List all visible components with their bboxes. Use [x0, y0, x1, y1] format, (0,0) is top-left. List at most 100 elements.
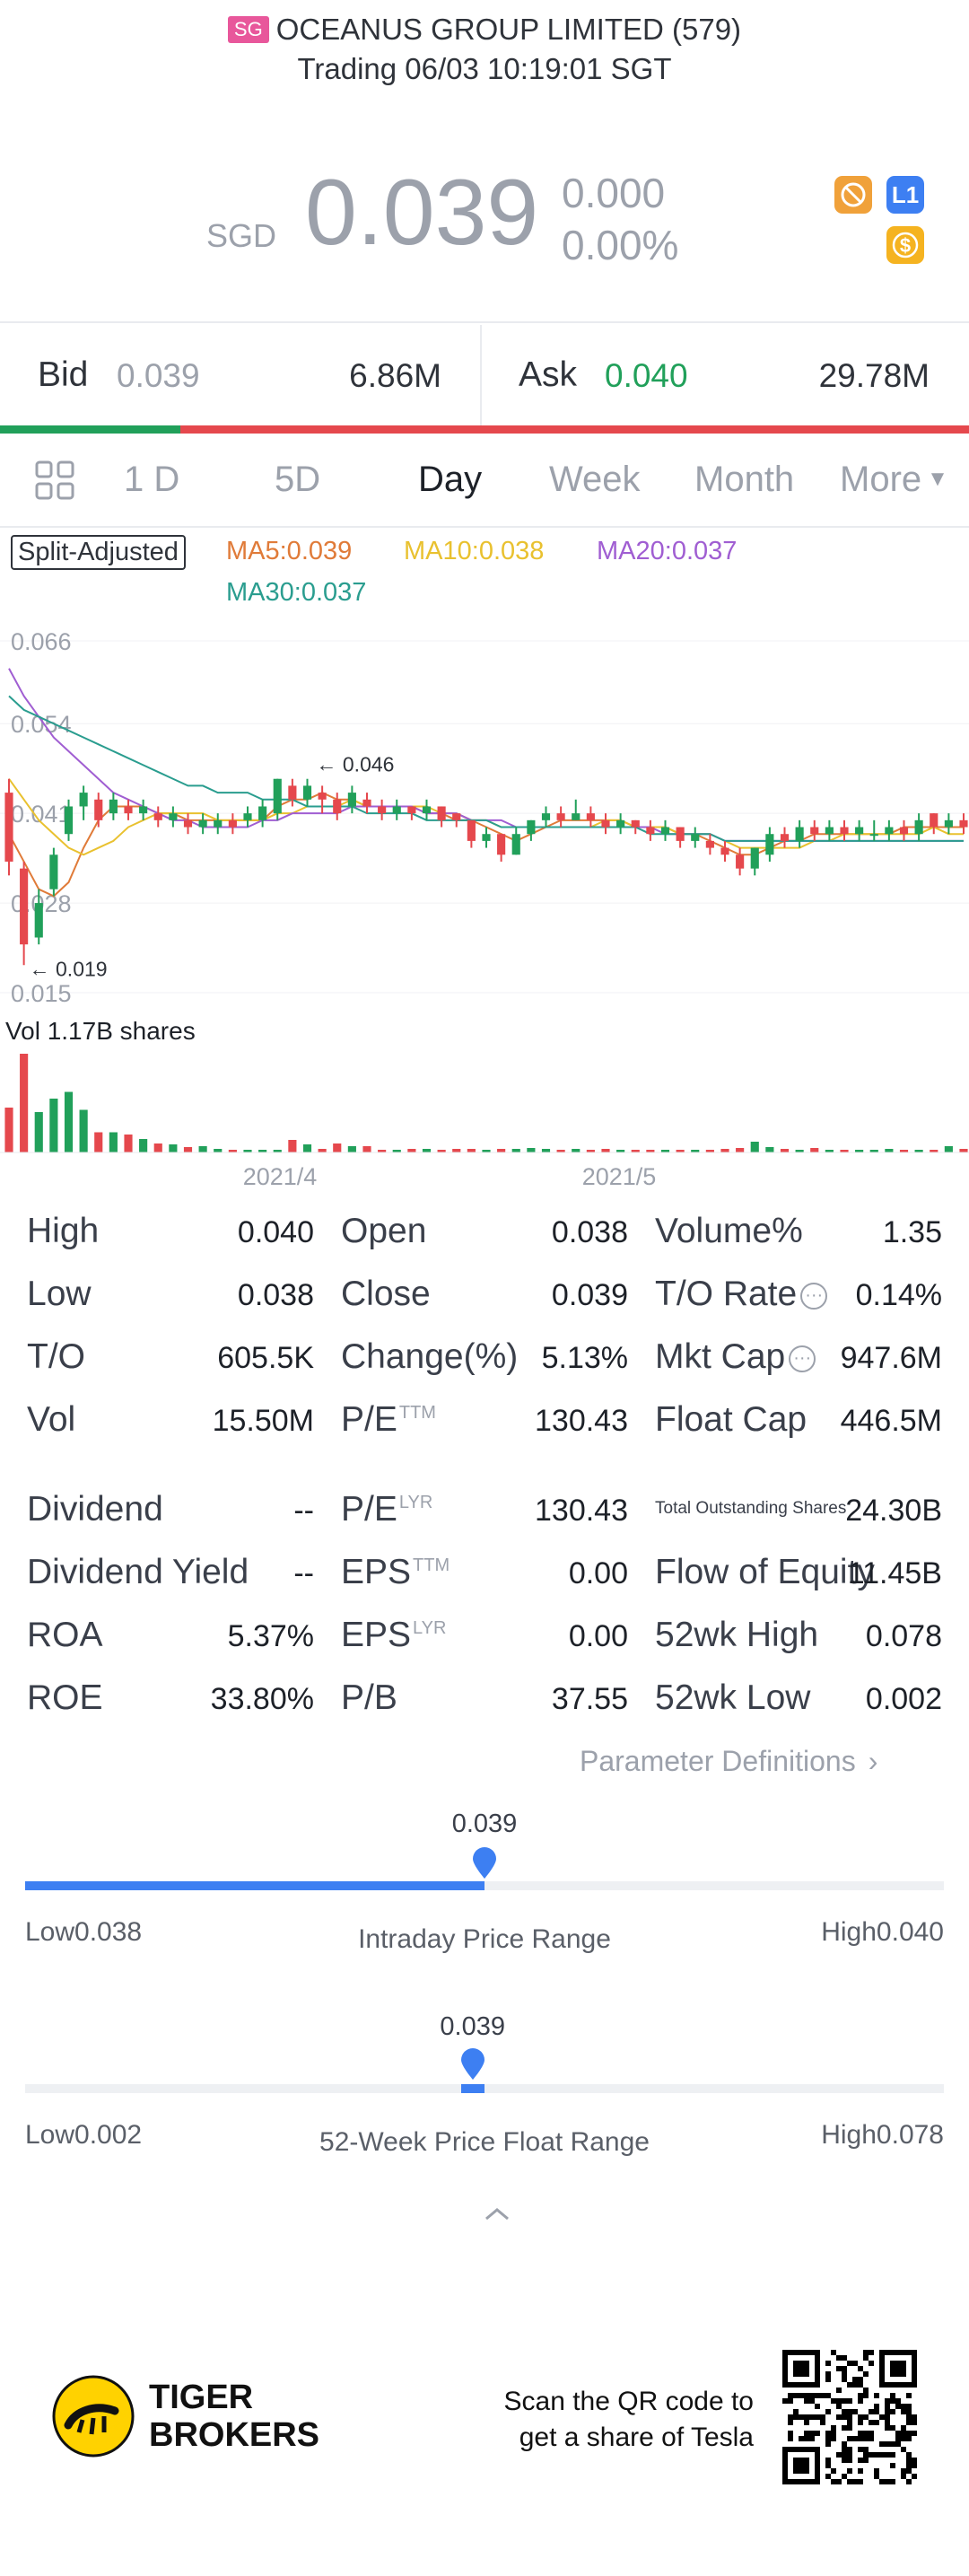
volume-bar — [153, 1143, 162, 1152]
no-shorting-icon[interactable] — [834, 176, 872, 214]
candle-body — [333, 799, 342, 814]
qr-module — [890, 2441, 895, 2447]
ask-label: Ask — [519, 355, 578, 394]
ma30-label: MA30:0.037 — [226, 578, 367, 607]
candle-body — [736, 854, 745, 869]
tab-week[interactable]: Week — [549, 460, 641, 499]
qr-code[interactable] — [782, 2350, 917, 2484]
qr-module — [906, 2436, 912, 2441]
qr-module — [869, 2350, 874, 2355]
qr-module — [825, 2436, 831, 2441]
level1-icon[interactable]: L1 — [886, 176, 924, 214]
low-annotation: ← 0.019 — [30, 957, 108, 980]
qr-module — [869, 2361, 874, 2366]
stat-label: High — [27, 1212, 99, 1251]
qr-module — [901, 2436, 906, 2441]
stat-label: Vol — [27, 1400, 75, 1440]
qr-module — [831, 2431, 836, 2436]
qr-module — [879, 2479, 885, 2484]
qr-module — [863, 2355, 869, 2361]
candle-body — [407, 806, 416, 814]
volume-bar — [347, 1146, 356, 1152]
candle-body — [899, 827, 909, 835]
more-info-icon[interactable]: ··· — [800, 1282, 828, 1310]
tab-month[interactable]: Month — [694, 460, 795, 499]
qr-module — [858, 2377, 863, 2382]
stat-value: 130.43 — [535, 1494, 628, 1528]
more-info-icon[interactable]: ··· — [789, 1345, 816, 1372]
volume-bar — [273, 1150, 282, 1152]
tab-1d[interactable]: 1 D — [124, 460, 180, 499]
tab-day[interactable]: Day — [418, 460, 483, 499]
grid-icon[interactable] — [34, 460, 75, 505]
volume-bar — [378, 1150, 387, 1152]
qr-module — [793, 2414, 799, 2420]
qr-module — [804, 2431, 809, 2436]
split-adjusted-toggle[interactable]: Split-Adjusted — [11, 535, 186, 570]
stat-label-text: P/E — [341, 1400, 397, 1439]
stat-label-text: Dividend — [27, 1490, 163, 1529]
stat-label[interactable]: T/O Rate ··· — [655, 1275, 828, 1314]
volume-bar — [392, 1150, 401, 1152]
market-badge: SG — [227, 16, 269, 43]
tiger-logo-icon — [52, 2375, 135, 2462]
candle-body — [616, 819, 625, 828]
qr-module — [885, 2414, 890, 2420]
qr-caption: Scan the QR code to get a share of Tesla — [431, 2384, 755, 2456]
qr-module — [825, 2441, 831, 2447]
qr-module — [847, 2414, 852, 2420]
candle-body — [795, 827, 804, 841]
tab-more[interactable]: More ▼ — [840, 460, 948, 500]
range-track — [25, 2084, 944, 2093]
volume-bar — [601, 1149, 610, 1152]
qr-module — [912, 2420, 917, 2425]
candle-body — [720, 847, 729, 855]
qr-module — [912, 2458, 917, 2463]
qr-module — [901, 2468, 906, 2474]
dollar-icon[interactable]: $ — [886, 226, 924, 264]
candle-body — [869, 834, 878, 837]
qr-module — [895, 2436, 901, 2441]
volume-bar — [720, 1149, 729, 1152]
qr-module — [799, 2414, 804, 2420]
qr-module — [847, 2479, 852, 2484]
qr-module — [847, 2420, 852, 2425]
superscript-label: TTM — [413, 1555, 450, 1575]
qr-module — [863, 2371, 869, 2377]
tab-5d[interactable]: 5D — [275, 460, 321, 499]
candle-body — [601, 819, 610, 828]
qr-module — [906, 2468, 912, 2474]
qr-module — [912, 2474, 917, 2479]
stat-label: Dividend Yield — [27, 1553, 249, 1592]
qr-module — [842, 2409, 847, 2414]
qr-module — [890, 2409, 895, 2414]
volume-bar — [288, 1140, 297, 1152]
qr-module — [842, 2441, 847, 2447]
qr-module — [804, 2414, 809, 2420]
stat-label[interactable]: Mkt Cap ··· — [655, 1337, 816, 1377]
qr-module — [788, 2398, 793, 2404]
volume-bar — [660, 1150, 670, 1152]
qr-module — [858, 2458, 863, 2463]
collapse-chevron-icon[interactable] — [472, 2201, 522, 2232]
parameter-definitions-link[interactable]: Parameter Definitions › — [580, 1745, 877, 1778]
stat-label-text: EPS — [341, 1616, 412, 1654]
volume-bar — [869, 1150, 878, 1152]
stat-label-text: T/O Rate — [655, 1275, 798, 1313]
qr-module — [885, 2425, 890, 2431]
qr-module — [901, 2474, 906, 2479]
qr-module — [858, 2436, 863, 2441]
ma5-label: MA5:0.039 — [226, 537, 353, 565]
qr-module — [799, 2393, 804, 2398]
stat-label-text: High — [27, 1212, 100, 1250]
divider — [0, 526, 969, 528]
stat-value: 5.13% — [541, 1341, 628, 1375]
stat-value: 0.040 — [237, 1215, 314, 1249]
volume-bar — [183, 1147, 193, 1152]
qr-module — [874, 2474, 879, 2479]
parameter-definitions-label: Parameter Definitions — [580, 1745, 856, 1777]
superscript-label: LYR — [398, 1493, 433, 1512]
range-high: High0.078 — [821, 2120, 944, 2150]
qr-module — [809, 2398, 815, 2404]
